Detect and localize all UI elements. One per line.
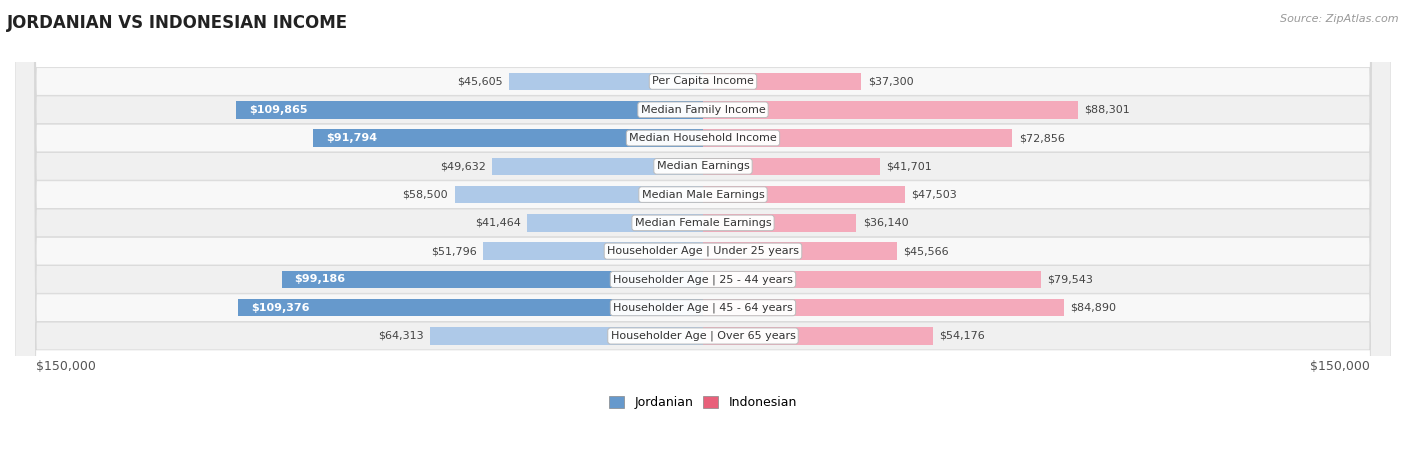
Text: Median Household Income: Median Household Income — [628, 133, 778, 143]
Text: Householder Age | Over 65 years: Householder Age | Over 65 years — [610, 331, 796, 341]
Bar — [703, 271, 1040, 288]
Text: Per Capita Income: Per Capita Income — [652, 77, 754, 86]
Bar — [509, 73, 703, 90]
Text: $45,566: $45,566 — [903, 246, 949, 256]
Bar — [703, 214, 856, 232]
Bar — [314, 129, 703, 147]
FancyBboxPatch shape — [15, 0, 1391, 467]
Text: $109,376: $109,376 — [252, 303, 309, 313]
Text: Householder Age | Under 25 years: Householder Age | Under 25 years — [607, 246, 799, 256]
FancyBboxPatch shape — [15, 0, 1391, 467]
Bar — [484, 242, 703, 260]
Text: Householder Age | 45 - 64 years: Householder Age | 45 - 64 years — [613, 303, 793, 313]
Bar — [239, 299, 703, 317]
FancyBboxPatch shape — [15, 0, 1391, 467]
Text: $45,605: $45,605 — [457, 77, 503, 86]
Text: $109,865: $109,865 — [249, 105, 308, 115]
Bar — [703, 157, 880, 175]
Text: $47,503: $47,503 — [911, 190, 957, 199]
Bar — [703, 101, 1078, 119]
Bar — [281, 271, 703, 288]
Text: $41,701: $41,701 — [886, 161, 932, 171]
Text: Source: ZipAtlas.com: Source: ZipAtlas.com — [1281, 14, 1399, 24]
Text: $84,890: $84,890 — [1070, 303, 1116, 313]
Text: Median Earnings: Median Earnings — [657, 161, 749, 171]
FancyBboxPatch shape — [15, 0, 1391, 467]
Bar — [703, 129, 1012, 147]
Bar — [492, 157, 703, 175]
Text: Median Male Earnings: Median Male Earnings — [641, 190, 765, 199]
FancyBboxPatch shape — [15, 0, 1391, 467]
Text: $49,632: $49,632 — [440, 161, 486, 171]
FancyBboxPatch shape — [15, 0, 1391, 467]
Text: $88,301: $88,301 — [1084, 105, 1130, 115]
Bar — [236, 101, 703, 119]
FancyBboxPatch shape — [15, 0, 1391, 467]
Text: $51,796: $51,796 — [430, 246, 477, 256]
Bar — [703, 73, 862, 90]
Bar — [430, 327, 703, 345]
Text: $79,543: $79,543 — [1047, 275, 1092, 284]
Legend: Jordanian, Indonesian: Jordanian, Indonesian — [605, 391, 801, 414]
Text: $99,186: $99,186 — [294, 275, 346, 284]
Text: $37,300: $37,300 — [868, 77, 914, 86]
Bar — [703, 186, 904, 203]
Bar — [454, 186, 703, 203]
FancyBboxPatch shape — [15, 0, 1391, 467]
FancyBboxPatch shape — [15, 0, 1391, 467]
Bar — [527, 214, 703, 232]
Text: Median Family Income: Median Family Income — [641, 105, 765, 115]
Text: $58,500: $58,500 — [402, 190, 449, 199]
Text: Median Female Earnings: Median Female Earnings — [634, 218, 772, 228]
Text: $72,856: $72,856 — [1019, 133, 1064, 143]
Text: $54,176: $54,176 — [939, 331, 986, 341]
Bar — [703, 327, 934, 345]
Text: $91,794: $91,794 — [326, 133, 377, 143]
Bar — [703, 299, 1063, 317]
Text: $64,313: $64,313 — [378, 331, 423, 341]
Text: JORDANIAN VS INDONESIAN INCOME: JORDANIAN VS INDONESIAN INCOME — [7, 14, 349, 32]
Text: $36,140: $36,140 — [863, 218, 908, 228]
Bar — [703, 242, 897, 260]
FancyBboxPatch shape — [15, 0, 1391, 467]
Text: $41,464: $41,464 — [475, 218, 520, 228]
Text: Householder Age | 25 - 44 years: Householder Age | 25 - 44 years — [613, 274, 793, 285]
